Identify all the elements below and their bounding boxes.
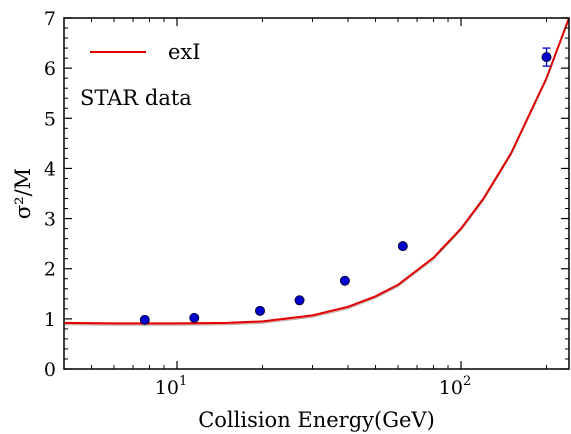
y-tick-label: 2 xyxy=(44,259,56,281)
x-tick-label: 102 xyxy=(439,374,471,399)
x-tick-exponent: 2 xyxy=(463,374,471,389)
model-line-exI xyxy=(64,18,569,325)
plot-background xyxy=(64,18,569,369)
data-point xyxy=(339,275,350,286)
annotation-star-data: STAR data xyxy=(80,86,192,110)
data-point xyxy=(139,314,150,325)
x-tick-base: 10 xyxy=(439,377,463,399)
legend: exI xyxy=(90,40,201,64)
x-axis-label: Collision Energy(GeV) xyxy=(198,408,435,432)
y-tick-label: 1 xyxy=(44,309,56,331)
legend-label-exI: exI xyxy=(168,40,201,64)
y-tick-label: 6 xyxy=(44,58,56,80)
y-tick-label: 4 xyxy=(44,158,56,180)
y-tick-label: 5 xyxy=(44,108,56,130)
x-tick-label: 101 xyxy=(155,374,187,399)
plot-area xyxy=(63,17,570,370)
y-tick-label: 7 xyxy=(44,8,56,30)
x-tick-base: 10 xyxy=(155,377,179,399)
y-axis-label: σ²/M xyxy=(11,168,35,219)
data-point xyxy=(541,52,552,63)
x-tick-exponent: 1 xyxy=(179,374,187,389)
model-line-layer xyxy=(64,18,569,325)
plot-frame xyxy=(63,17,570,370)
y-tick-label: 0 xyxy=(44,359,56,381)
data-point xyxy=(189,312,200,323)
y-tick-label: 3 xyxy=(44,209,56,231)
data-point xyxy=(294,295,305,306)
data-point xyxy=(255,305,266,316)
data-point xyxy=(397,241,408,252)
data-points-layer xyxy=(139,47,552,325)
